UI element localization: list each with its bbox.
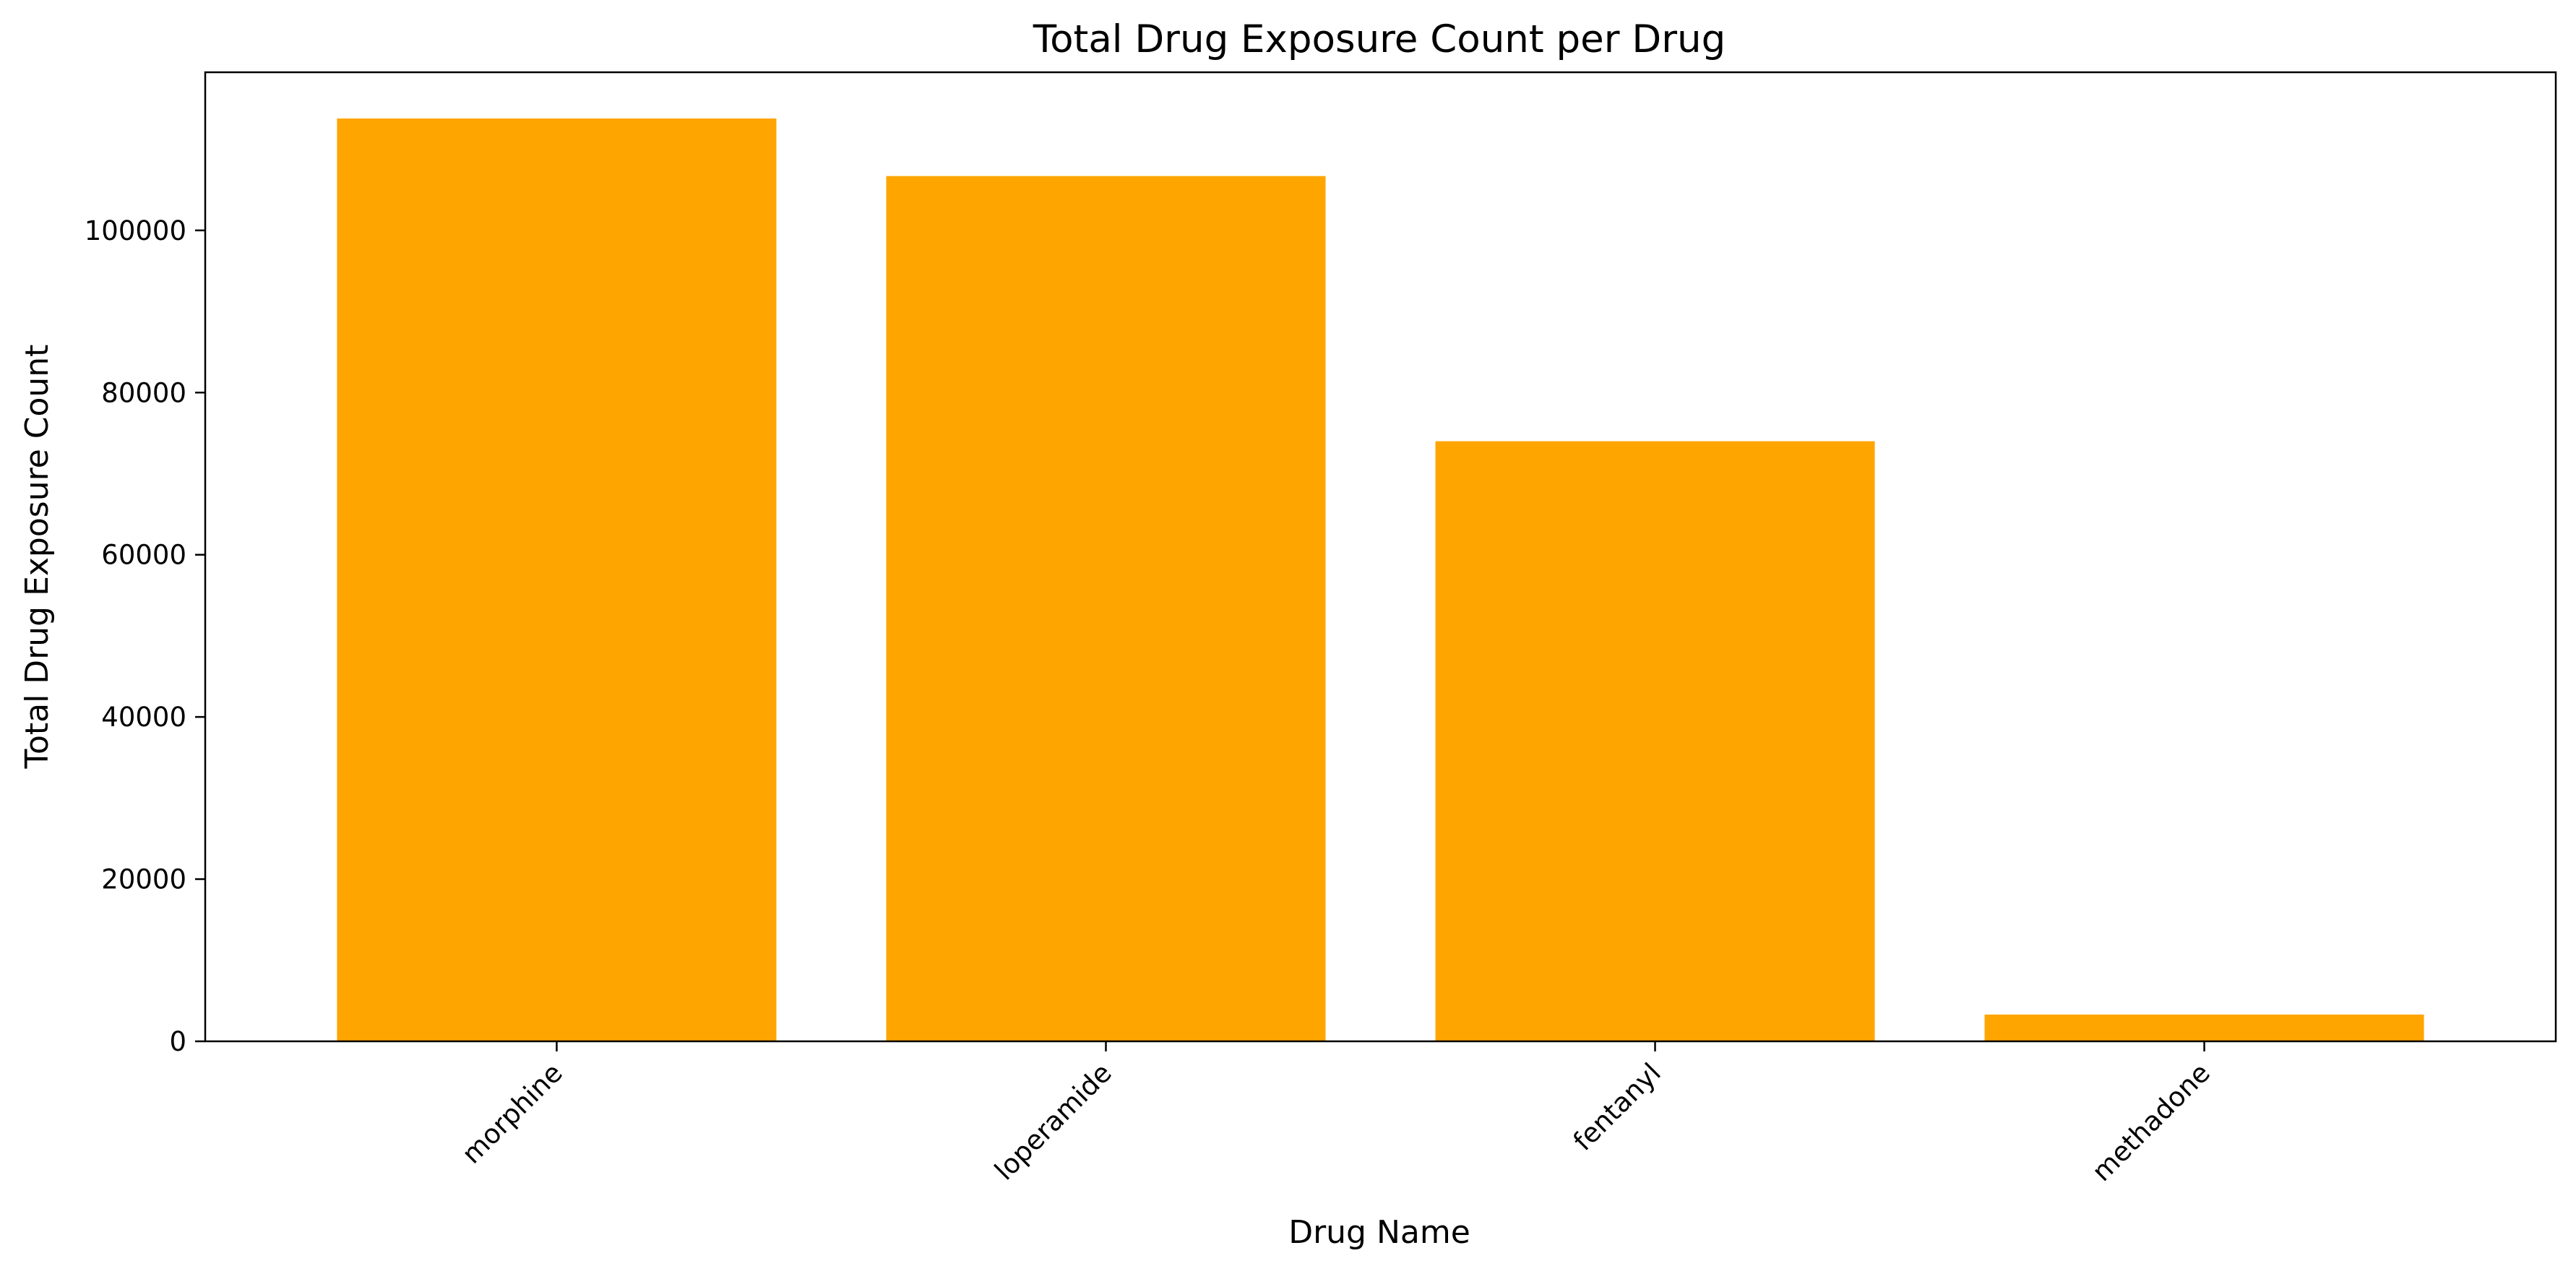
y-tick-label: 100000 [85,215,186,246]
y-tick-label: 80000 [101,377,186,408]
y-tick-label: 40000 [101,702,186,733]
y-axis-title: Total Drug Exposure Count [19,345,56,770]
bar-morphine [337,118,777,1042]
x-axis-ticks: morphine loperamide fentanyl methadone [456,1041,2216,1187]
chart-title: Total Drug Exposure Count per Drug [1033,17,1726,61]
y-axis-ticks: 0 20000 40000 60000 80000 100000 [85,215,205,1057]
y-tick-label: 20000 [101,864,186,895]
bar-fentanyl [1435,441,1875,1041]
bar-loperamide [886,176,1326,1042]
x-axis-title: Drug Name [1288,1214,1470,1251]
plot-area-frame [204,71,2557,1043]
bar-methadone [1984,1014,2424,1041]
x-tick-label-loperamide: loperamide [988,1057,1118,1187]
x-tick-label-fentanyl: fentanyl [1567,1057,1667,1157]
bars-group [337,118,2424,1042]
y-tick-label: 60000 [101,540,186,571]
x-tick-label-methadone: methadone [2086,1057,2216,1187]
x-tick-label-morphine: morphine [456,1057,569,1170]
y-tick-label: 0 [169,1026,186,1057]
